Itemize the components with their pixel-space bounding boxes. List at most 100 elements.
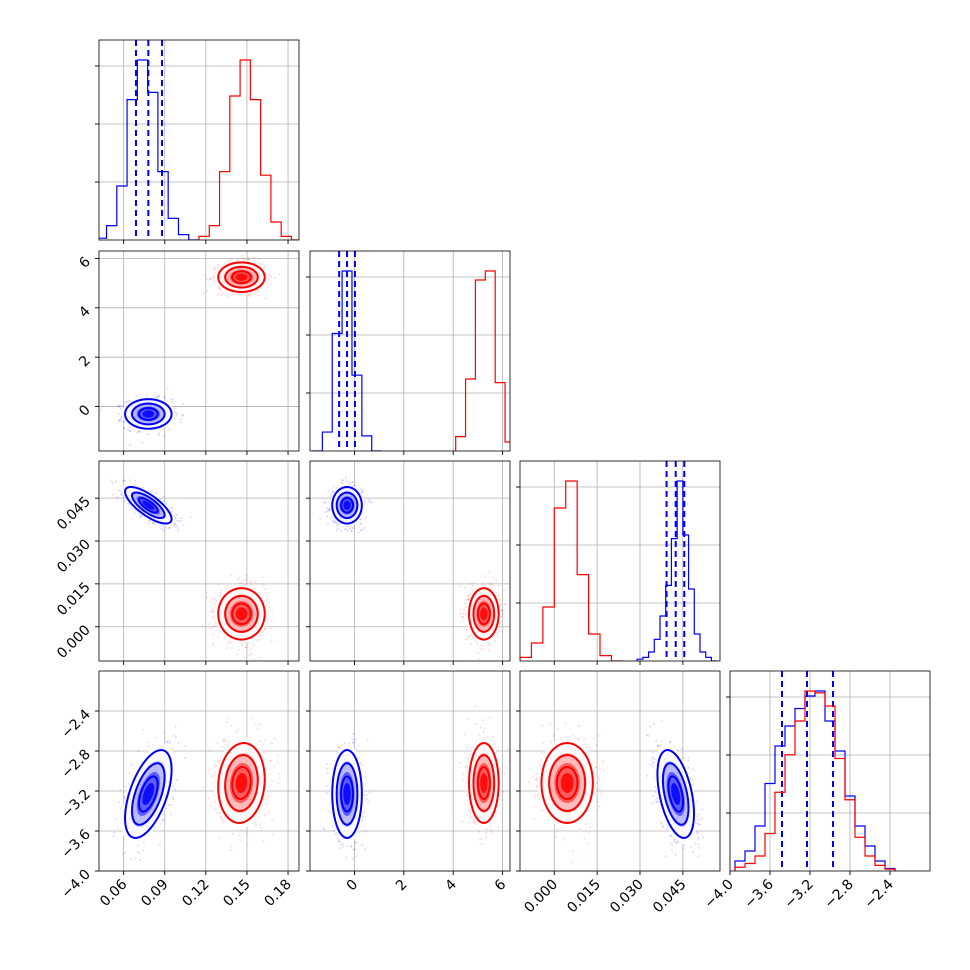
scatter-point	[360, 522, 363, 525]
scatter-point	[249, 648, 252, 651]
scatter-point	[464, 586, 467, 589]
scatter-point	[213, 597, 216, 600]
scatter-point	[211, 611, 214, 614]
scatter-point	[497, 594, 500, 597]
scatter-point	[367, 499, 370, 502]
scatter-point	[266, 599, 269, 602]
scatter-point	[488, 581, 491, 584]
scatter-point	[265, 592, 268, 595]
scatter-body	[110, 479, 273, 661]
scatter-point	[174, 524, 177, 527]
scatter-point	[248, 581, 251, 584]
scatter-point	[163, 395, 166, 398]
scatter-point	[229, 258, 232, 261]
scatter-point	[257, 261, 259, 264]
scatter-point	[138, 513, 141, 516]
scatter-point	[208, 623, 211, 626]
scatter-point	[267, 601, 270, 604]
scatter-point	[341, 479, 344, 482]
panel-frame	[98, 39, 300, 241]
scatter-point	[258, 257, 260, 260]
scatter-point	[247, 256, 250, 259]
scatter-point	[270, 639, 273, 642]
scatter-point	[357, 531, 360, 534]
scatter-point	[117, 405, 120, 408]
scatter-point	[344, 479, 347, 482]
scatter-point	[165, 503, 168, 506]
scatter-point	[150, 490, 153, 493]
scatter-point	[211, 616, 214, 619]
scatter-point	[262, 583, 265, 586]
scatter-point	[220, 589, 223, 592]
scatter-point	[151, 522, 154, 524]
scatter-point	[242, 257, 245, 260]
scatter-point	[209, 277, 212, 280]
scatter-point	[127, 502, 130, 505]
scatter-point	[467, 636, 470, 639]
scatter-point	[269, 274, 272, 277]
scatter-point	[157, 395, 160, 398]
scatter-point	[459, 612, 462, 615]
scatter-point	[469, 642, 472, 645]
scatter-point	[179, 519, 182, 522]
scatter-point	[267, 617, 270, 620]
scatter-point	[120, 420, 123, 423]
scatter-point	[252, 643, 255, 646]
scatter-point	[160, 527, 163, 530]
scatter-point	[249, 295, 252, 298]
scatter-point	[224, 587, 227, 590]
scatter-point	[175, 414, 178, 417]
scatter-point	[226, 295, 229, 298]
scatter-point	[227, 642, 230, 645]
scatter-point	[175, 412, 178, 415]
scatter-point	[118, 405, 121, 408]
scatter-point	[217, 636, 220, 639]
scatter-point	[248, 293, 251, 296]
scatter-point	[344, 527, 347, 530]
scatter-point	[212, 277, 215, 280]
scatter-point	[227, 257, 230, 260]
scatter-point	[211, 626, 214, 629]
scatter-point	[128, 399, 130, 402]
scatter-point	[329, 494, 332, 497]
panel-1-1	[306, 250, 511, 455]
density-fill-series-1	[235, 607, 248, 621]
scatter-point	[168, 526, 170, 529]
scatter-point	[328, 508, 331, 511]
scatter-point	[123, 427, 125, 430]
scatter-point	[242, 579, 245, 582]
histogram-body	[312, 251, 510, 451]
scatter-point	[235, 293, 238, 296]
scatter-point	[230, 574, 233, 577]
scatter-point	[174, 516, 177, 519]
scatter-point	[203, 291, 205, 294]
scatter-point	[170, 506, 173, 509]
scatter-point	[231, 293, 233, 296]
scatter-point	[244, 646, 247, 649]
scatter-point	[128, 426, 131, 429]
scatter-point	[344, 528, 347, 531]
scatter-point	[140, 515, 142, 518]
scatter-point	[253, 257, 256, 259]
scatter-point	[270, 282, 272, 285]
scatter-point	[254, 581, 257, 583]
scatter-point	[268, 606, 271, 609]
scatter-point	[100, 409, 103, 412]
scatter-point	[236, 653, 239, 656]
scatter-point	[360, 492, 363, 494]
scatter-point	[465, 629, 468, 632]
scatter-point	[182, 403, 185, 406]
scatter-point	[123, 479, 126, 482]
scatter-point	[252, 658, 255, 661]
scatter-point	[244, 574, 247, 577]
scatter-point	[361, 490, 364, 493]
scatter-point	[348, 482, 351, 485]
scatter-point	[117, 489, 120, 492]
scatter-point	[119, 408, 122, 411]
scatter-point	[231, 647, 233, 649]
scatter-point	[220, 288, 222, 291]
scatter-point	[335, 522, 338, 525]
scatter-point	[243, 258, 246, 261]
scatter-point	[169, 398, 172, 401]
